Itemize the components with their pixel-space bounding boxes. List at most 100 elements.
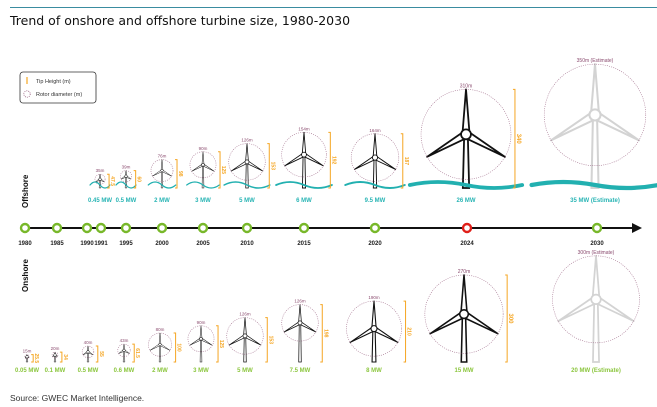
wave-icon bbox=[147, 181, 177, 189]
legend-box bbox=[19, 71, 97, 104]
timeline-dot-2020 bbox=[369, 222, 381, 234]
rotor-diameter-circle bbox=[81, 345, 95, 358]
capacity-label: 5 MW bbox=[239, 198, 255, 204]
tip-height-bracket bbox=[512, 88, 516, 189]
capacity-label: 15 MW bbox=[454, 368, 473, 374]
tip-height-label: 100 bbox=[176, 343, 182, 352]
tip-height-bracket bbox=[403, 300, 407, 363]
capacity-label: 0.5 MW bbox=[116, 198, 137, 204]
tip-height-label: 340 bbox=[515, 134, 521, 145]
tower bbox=[592, 298, 600, 363]
tip-height-label: 125 bbox=[220, 166, 226, 175]
wave-icon bbox=[115, 181, 137, 189]
onshore-turbine: 40m 55 0.5 MW bbox=[78, 340, 104, 374]
hub bbox=[244, 159, 250, 165]
tip-height-label: 198 bbox=[322, 329, 328, 338]
rotor-diameter-label: 126m bbox=[239, 312, 251, 317]
wave-icon bbox=[275, 181, 333, 189]
rotor-diameter-circle bbox=[281, 132, 327, 178]
rotor-diameter-label: 35m bbox=[96, 168, 105, 173]
tip-height-bracket bbox=[216, 325, 219, 363]
rotor-diameter-circle bbox=[281, 304, 319, 342]
capacity-label: 7.5 MW bbox=[290, 368, 311, 374]
page-title: Trend of onshore and offshore turbine si… bbox=[10, 13, 351, 28]
timeline-year-2010: 2010 bbox=[240, 241, 254, 247]
tip-height-label: 300 bbox=[507, 313, 513, 324]
capacity-label: 0.1 MW bbox=[45, 368, 66, 374]
onshore-section-label: Onshore bbox=[21, 259, 30, 292]
capacity-label: 26 MW bbox=[456, 198, 475, 204]
rotor-diameter-label: 270m bbox=[458, 269, 471, 275]
wave-icon bbox=[186, 181, 220, 189]
tip-height-bracket bbox=[59, 351, 63, 363]
tip-height-bracket bbox=[265, 317, 268, 363]
timeline-year-2000: 2000 bbox=[155, 241, 169, 247]
hub bbox=[158, 343, 162, 347]
legend-rotor-diameter: Rotor diameter (m) bbox=[36, 92, 82, 98]
rotor-diameter-label: 190m bbox=[368, 295, 380, 300]
hub bbox=[98, 177, 102, 181]
tip-height-bracket bbox=[107, 173, 110, 189]
blade bbox=[371, 300, 377, 330]
offshore-turbine: 164m 187 9.5 MW bbox=[344, 128, 409, 204]
timeline-dot-1980 bbox=[19, 222, 31, 234]
timeline-dot-1985 bbox=[51, 222, 63, 234]
capacity-label: 8 MW bbox=[366, 368, 382, 374]
rotor-diameter-circle bbox=[543, 63, 647, 166]
tip-height-label: 153 bbox=[269, 162, 275, 171]
hub bbox=[458, 309, 470, 320]
hub bbox=[297, 320, 303, 326]
rotor-diameter-label: 40m bbox=[84, 340, 93, 345]
hub bbox=[122, 348, 126, 352]
hub bbox=[199, 337, 203, 341]
tip-height-label: 55 bbox=[98, 351, 104, 357]
rotor-diameter-circle bbox=[189, 151, 217, 179]
tip-height-label: 98 bbox=[177, 171, 183, 177]
tip-height-label: 210 bbox=[406, 327, 412, 336]
rotor-diameter-label: 90m bbox=[199, 146, 208, 151]
timeline-arrow-icon bbox=[632, 223, 642, 233]
blade bbox=[591, 254, 601, 301]
timeline-dot-1990 bbox=[81, 222, 93, 234]
rotor-diameter-label: 90m bbox=[197, 320, 206, 325]
tip-height-label: 125 bbox=[218, 340, 224, 349]
legend: Tip Height (m) Rotor diameter (m) bbox=[19, 71, 97, 104]
timeline-year-2005: 2005 bbox=[196, 241, 210, 247]
tip-height-bracket bbox=[175, 159, 178, 189]
capacity-label: 0.5 MW bbox=[78, 368, 99, 374]
tip-height-bracket bbox=[132, 343, 135, 363]
timeline-dot-2000 bbox=[156, 222, 168, 234]
tip-height-bracket bbox=[133, 170, 137, 189]
hub bbox=[242, 333, 248, 339]
blade bbox=[460, 274, 468, 315]
timeline: 1980 1985 1990 1991 1995 2000 2005 2010 2015 2020… bbox=[18, 222, 642, 247]
rotor-diameter-label: 43m bbox=[120, 338, 129, 343]
offshore-turbine: 350m (Estimate) 35 MW (Estimate) bbox=[529, 58, 657, 204]
rotor-diameter-circle bbox=[51, 351, 59, 359]
rotor-diameter-label: 15m bbox=[23, 349, 32, 354]
offshore-turbines: 35m 47.5 0.45 MW 39m 60 0.5 MW 76m 98 2 MW 90m 125… bbox=[88, 58, 657, 204]
offshore-turbine: 126m 153 5 MW bbox=[223, 138, 275, 204]
rotor-diameter-circle bbox=[24, 354, 30, 360]
rotor-diameter-legend-icon bbox=[23, 90, 31, 98]
rotor-diameter-circle bbox=[148, 332, 172, 357]
tower bbox=[590, 113, 600, 190]
capacity-label: 2 MW bbox=[154, 198, 170, 204]
timeline-year-1980: 1980 bbox=[18, 241, 32, 247]
wave-icon bbox=[407, 180, 525, 190]
rotor-diameter-circle bbox=[552, 255, 640, 344]
capacity-label: 3 MW bbox=[195, 198, 211, 204]
tip-height-bracket bbox=[400, 133, 404, 189]
timeline-year-1990: 1990 bbox=[80, 241, 94, 247]
capacity-label: 5 MW bbox=[237, 368, 253, 374]
rotor-diameter-label: 126m bbox=[294, 299, 306, 304]
rotor-diameter-circle bbox=[420, 89, 512, 180]
tower bbox=[298, 322, 302, 363]
rotor-diameter-label: 300m (Estimate) bbox=[578, 250, 615, 256]
onshore-turbine: 190m 210 8 MW bbox=[346, 295, 412, 374]
